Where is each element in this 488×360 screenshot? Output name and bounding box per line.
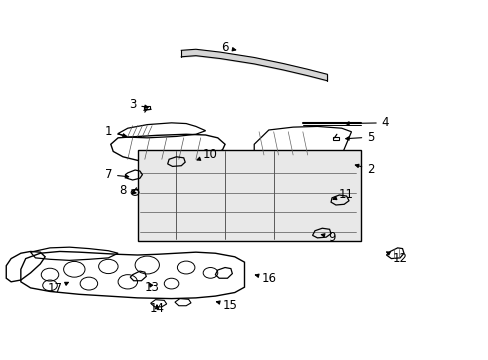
Text: 3: 3: [129, 99, 148, 112]
Text: 7: 7: [104, 168, 128, 181]
Text: 17: 17: [47, 282, 68, 296]
Text: 10: 10: [197, 148, 218, 162]
Text: 11: 11: [332, 188, 353, 201]
Bar: [144, 107, 150, 109]
FancyBboxPatch shape: [137, 150, 361, 241]
Text: 14: 14: [149, 302, 164, 315]
Text: 12: 12: [386, 252, 407, 265]
Text: 4: 4: [345, 116, 388, 129]
Text: 5: 5: [345, 131, 374, 144]
Text: 16: 16: [255, 272, 276, 285]
Text: 1: 1: [104, 125, 126, 138]
Text: 8: 8: [119, 184, 136, 197]
Bar: [332, 137, 338, 140]
Text: 9: 9: [321, 231, 335, 244]
Text: 15: 15: [216, 298, 237, 311]
Text: 2: 2: [355, 163, 374, 176]
Text: 13: 13: [144, 281, 159, 294]
Text: 6: 6: [221, 41, 235, 54]
